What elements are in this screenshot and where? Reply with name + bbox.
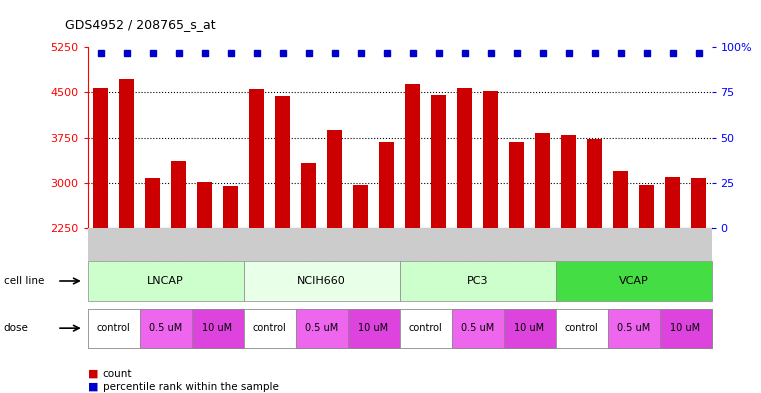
Bar	[353, 185, 368, 228]
Bar	[509, 142, 524, 228]
Text: LNCAP: LNCAP	[147, 276, 184, 286]
Bar	[145, 178, 161, 228]
Bar	[665, 177, 680, 228]
Text: cell line: cell line	[4, 276, 44, 286]
Text: percentile rank within the sample: percentile rank within the sample	[103, 382, 279, 392]
Text: dose: dose	[4, 323, 29, 333]
Text: count: count	[103, 369, 132, 379]
Text: 10 uM: 10 uM	[514, 323, 545, 333]
Bar	[275, 96, 291, 228]
Text: 10 uM: 10 uM	[358, 323, 389, 333]
Text: PC3: PC3	[466, 276, 489, 286]
Bar	[301, 163, 317, 228]
Bar	[93, 88, 108, 228]
Text: 10 uM: 10 uM	[670, 323, 701, 333]
Bar	[223, 186, 238, 228]
Text: control: control	[565, 323, 598, 333]
Bar	[170, 161, 186, 228]
Text: control: control	[97, 323, 130, 333]
Text: 0.5 uM: 0.5 uM	[617, 323, 650, 333]
Bar	[638, 185, 654, 228]
Text: ■: ■	[88, 369, 98, 379]
Text: 10 uM: 10 uM	[202, 323, 233, 333]
Text: GDS4952 / 208765_s_at: GDS4952 / 208765_s_at	[65, 18, 215, 31]
Bar	[196, 182, 212, 228]
Bar	[457, 88, 473, 228]
Text: 0.5 uM: 0.5 uM	[149, 323, 182, 333]
Bar	[691, 178, 706, 228]
Text: ■: ■	[88, 382, 98, 392]
Text: NCIH660: NCIH660	[297, 276, 346, 286]
Bar	[405, 84, 420, 228]
Bar	[482, 91, 498, 228]
Bar	[249, 89, 264, 228]
Bar	[379, 142, 394, 228]
Text: control: control	[253, 323, 286, 333]
Text: VCAP: VCAP	[619, 276, 648, 286]
Text: 0.5 uM: 0.5 uM	[305, 323, 338, 333]
Bar	[326, 130, 342, 228]
Text: 0.5 uM: 0.5 uM	[461, 323, 494, 333]
Bar	[587, 140, 603, 228]
Bar	[119, 79, 135, 228]
Bar	[535, 133, 550, 228]
Bar	[561, 134, 576, 228]
Bar	[431, 95, 447, 228]
Text: control: control	[409, 323, 442, 333]
Bar	[613, 171, 629, 228]
